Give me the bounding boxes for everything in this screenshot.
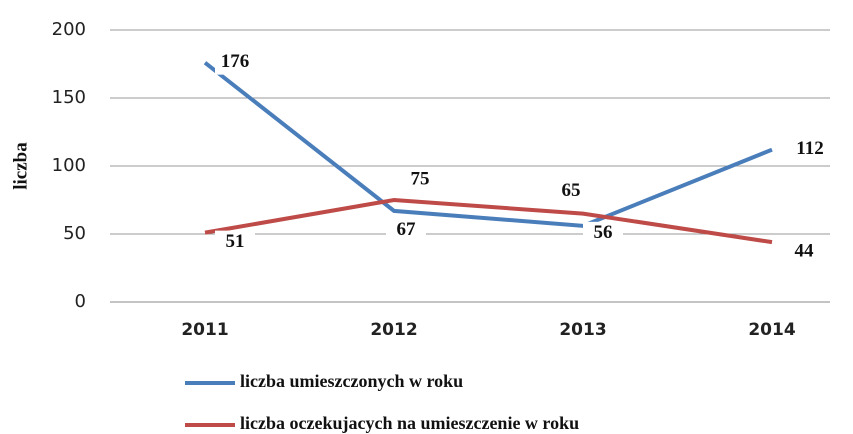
y-tick-label: 100 [52, 155, 86, 176]
line-series [204, 197, 773, 245]
legend-label: liczba oczekujacych na umieszczenie w ro… [240, 413, 579, 433]
y-tick-label: 150 [52, 87, 86, 108]
legend-label: liczba umieszczonych w roku [240, 371, 463, 391]
y-axis-label: liczba [10, 142, 31, 190]
line-series [203, 61, 773, 228]
data-label: 56 [594, 222, 613, 243]
data-label: 112 [796, 138, 823, 159]
data-label: 44 [795, 241, 815, 262]
x-tick-label: 2012 [370, 320, 417, 340]
data-label: 176 [221, 51, 250, 72]
data-label: 51 [226, 231, 245, 252]
data-label-bg [386, 218, 426, 243]
data-label-bg [551, 179, 591, 204]
y-tick-label: 50 [63, 223, 86, 244]
data-label-bg [215, 50, 255, 75]
data-label-bg [400, 168, 440, 192]
x-tick-label: 2011 [181, 320, 228, 340]
y-tick-label: 200 [52, 19, 86, 40]
x-tick-label: 2014 [748, 320, 795, 340]
data-label: 65 [562, 180, 581, 201]
data-label-bg [790, 137, 830, 162]
y-tick-label: 0 [75, 291, 86, 312]
data-label: 67 [397, 219, 417, 240]
data-label: 75 [411, 168, 430, 189]
x-tick-label: 2013 [559, 320, 606, 340]
data-label-bg [215, 230, 255, 255]
data-label-bg [583, 221, 623, 246]
data-label-bg [784, 240, 824, 265]
